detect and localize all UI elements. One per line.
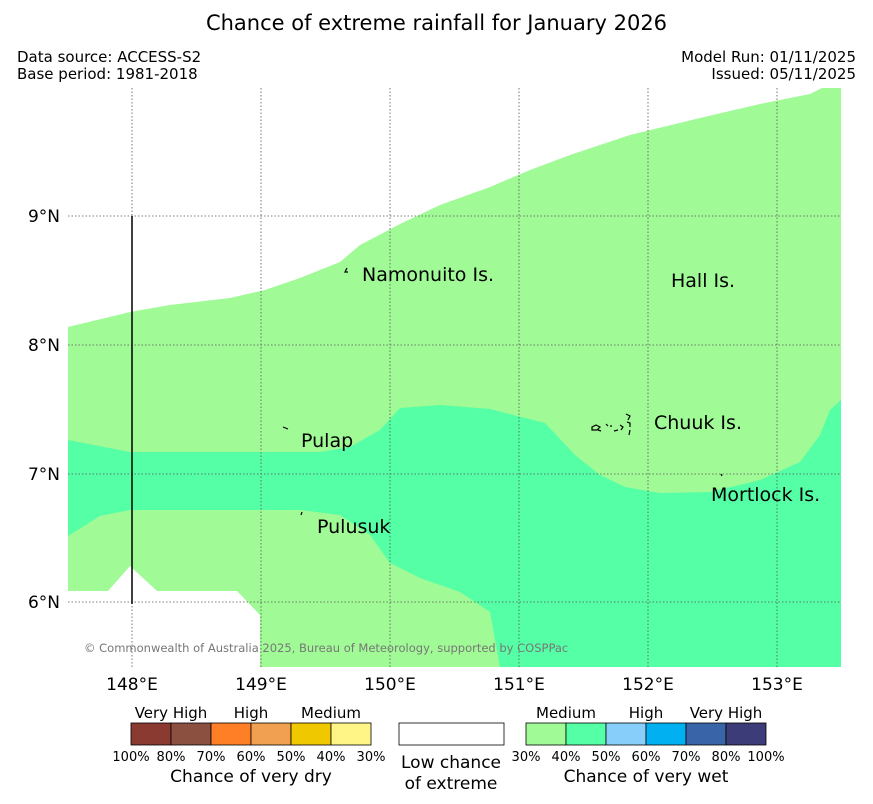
legend-dry-swatch — [170, 722, 212, 746]
place-label-pulap: Pulap — [301, 430, 353, 452]
legend-wet-swatch — [725, 722, 767, 746]
place-label-namonuito: Namonuito Is. — [362, 264, 494, 286]
legend-low-swatch — [398, 722, 505, 746]
legend-wet-swatch — [645, 722, 687, 746]
legend-wet-category: High — [629, 704, 663, 722]
model-run-text: Model Run: 01/11/2025 — [681, 48, 856, 66]
legend-wet-category: Very High — [690, 704, 763, 722]
legend-dry-caption: Chance of very dry — [170, 767, 332, 787]
place-label-hall: Hall Is. — [671, 270, 735, 292]
legend-low-line2: of extreme — [405, 774, 498, 794]
legend-wet-tick: 70% — [672, 750, 701, 765]
legend-wet-tick: 60% — [632, 750, 661, 765]
place-label-mortlock: Mortlock Is. — [711, 484, 820, 506]
legend-wet-tick: 50% — [592, 750, 621, 765]
legend-dry-tick: 70% — [197, 750, 226, 765]
legend-dry: Very High High Medium 100% 80% 70% 60% 5… — [112, 704, 385, 787]
legend-dry-category: High — [234, 704, 268, 722]
legend-dry-swatch — [250, 722, 292, 746]
legend-dry-swatch — [130, 722, 172, 746]
lon-tick: 153°E — [751, 675, 803, 695]
legend-dry-tick: 60% — [237, 750, 266, 765]
meta-left: Data source: ACCESS-S2 Base period: 1981… — [17, 49, 201, 83]
legend-wet-tick: 100% — [747, 750, 784, 765]
lon-tick: 149°E — [235, 675, 287, 695]
lon-tick: 152°E — [622, 675, 674, 695]
place-label-pulusuk: Pulusuk — [317, 516, 390, 538]
lon-tick: 150°E — [364, 675, 416, 695]
place-label-chuuk: Chuuk Is. — [654, 412, 742, 434]
legend-wet-tick: 30% — [512, 750, 541, 765]
legend-wet-swatch — [565, 722, 607, 746]
legend-dry-swatch — [330, 722, 372, 746]
lon-tick: 148°E — [106, 675, 158, 695]
lat-tick: 6°N — [28, 593, 60, 613]
island-outlines — [282, 267, 723, 516]
copyright-notice: © Commonwealth of Australia 2025, Bureau… — [84, 641, 568, 655]
data-source-text: Data source: ACCESS-S2 — [17, 48, 202, 66]
base-period-text: Base period: 1981-2018 — [17, 65, 198, 83]
lat-tick: 8°N — [28, 336, 60, 356]
map-title: Chance of extreme rainfall for January 2… — [205, 11, 668, 35]
legend-wet-swatch — [685, 722, 727, 746]
legend-dry-tick: 80% — [157, 750, 186, 765]
legend-wet-swatch — [525, 722, 567, 746]
legend-low-line1: Low chance — [401, 753, 501, 773]
legend-dry-swatch — [210, 722, 252, 746]
legend-wet-caption: Chance of very wet — [564, 767, 729, 787]
legend-dry-tick: 50% — [277, 750, 306, 765]
legend-wet-tick: 40% — [552, 750, 581, 765]
legend-dry-tick: 40% — [317, 750, 346, 765]
lon-tick: 151°E — [493, 675, 545, 695]
legend-dry-category: Medium — [301, 704, 361, 722]
legend-low-chance: Low chance of extreme — [398, 722, 505, 794]
legend-dry-category: Very High — [135, 704, 208, 722]
legend-wet-tick: 80% — [712, 750, 741, 765]
legend-wet-category: Medium — [536, 704, 596, 722]
legend-dry-tick: 30% — [357, 750, 386, 765]
lat-tick: 7°N — [28, 465, 60, 485]
legend-dry-swatch — [290, 722, 332, 746]
legend-wet: Medium High Very High 30% 40% 50% 60% 70… — [512, 704, 785, 787]
issued-text: Issued: 05/11/2025 — [711, 65, 856, 83]
legend-wet-swatch — [605, 722, 647, 746]
meta-right: Model Run: 01/11/2025 Issued: 05/11/2025 — [681, 49, 856, 83]
legend-dry-tick: 100% — [112, 750, 149, 765]
gridlines — [68, 88, 841, 667]
lat-tick: 9°N — [28, 207, 60, 227]
